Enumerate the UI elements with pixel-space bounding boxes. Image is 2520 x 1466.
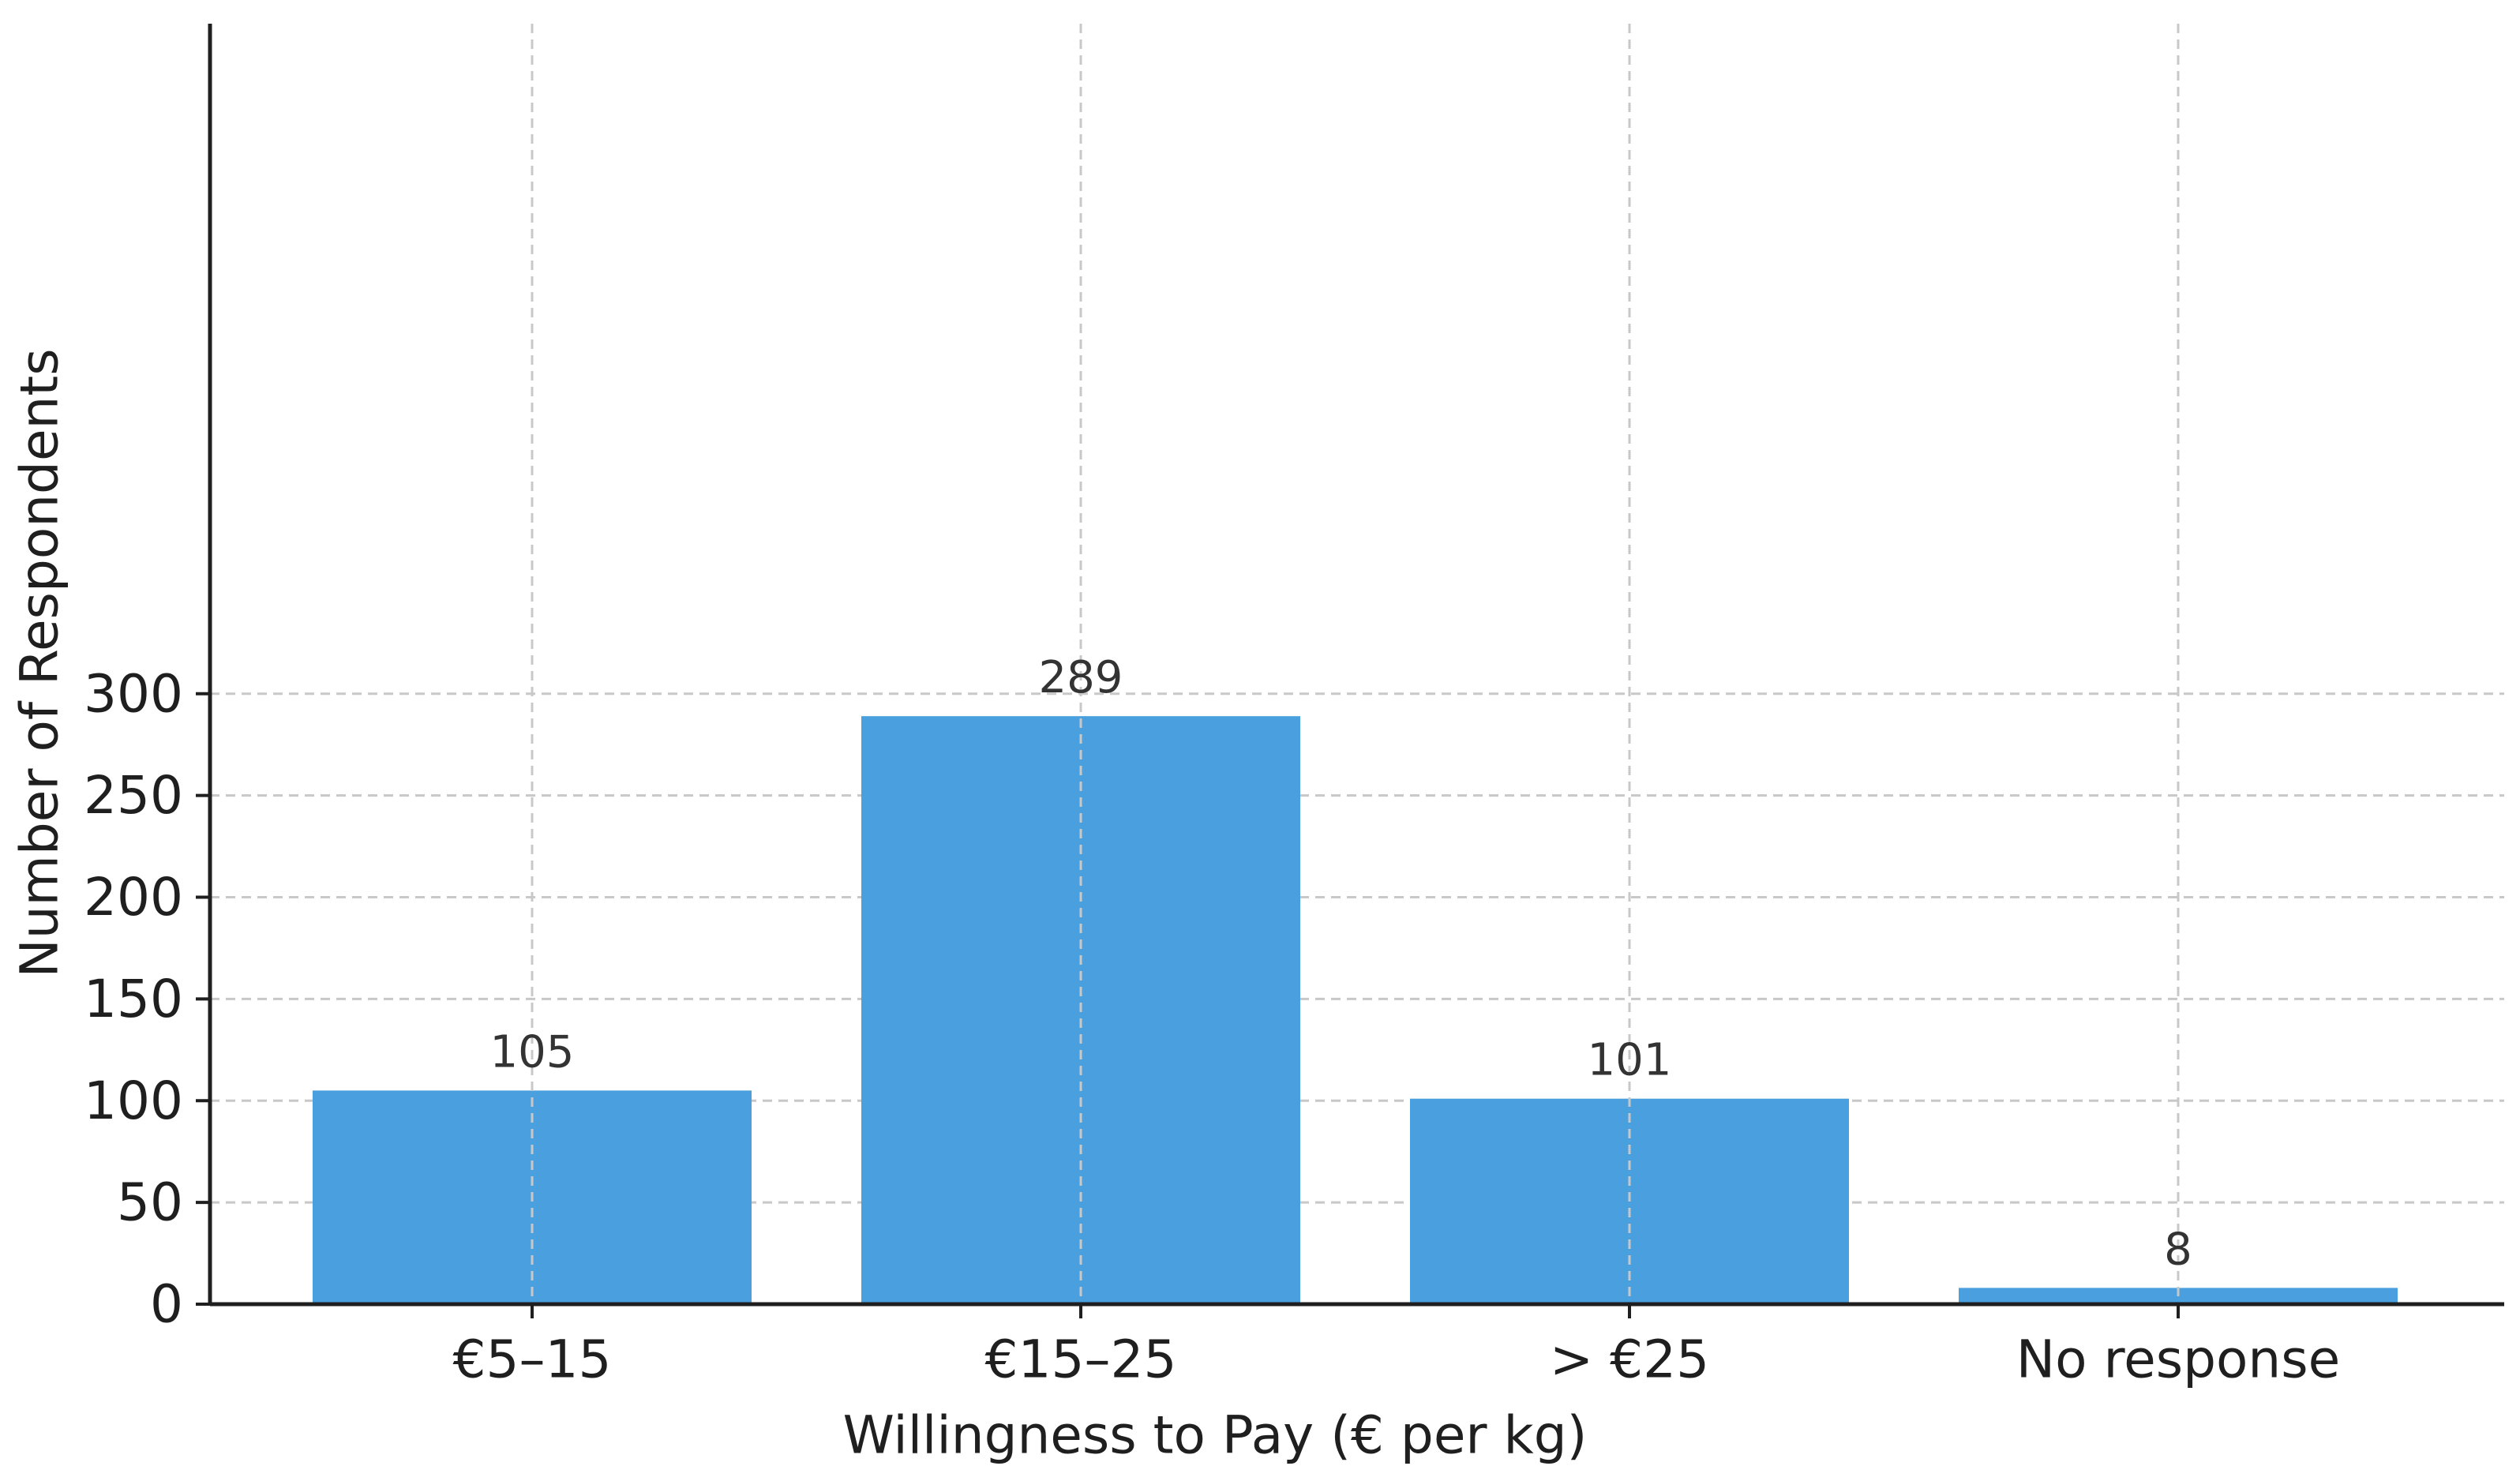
y-tick-label: 100 (84, 1070, 183, 1131)
y-tick-label: 0 (150, 1274, 183, 1335)
y-tick-label: 200 (84, 867, 183, 928)
data-label: 105 (490, 1026, 575, 1078)
bars (313, 24, 2398, 1304)
x-tick-label: No response (2016, 1329, 2341, 1390)
x-tick-label: > €25 (1550, 1329, 1709, 1390)
tick-labels: 0 50 100 150 200 250 300 €5–15 €15–25 > €25 No res… (84, 652, 2340, 1389)
data-label: 8 (2164, 1224, 2192, 1275)
y-tick-label: 250 (84, 765, 183, 826)
x-tick-label: €15–25 (985, 1329, 1177, 1390)
data-label: 101 (1588, 1035, 1672, 1086)
y-tick-label: 50 (117, 1172, 183, 1233)
y-tick-label: 300 (84, 663, 183, 724)
y-axis-title: Number of Respondents (9, 348, 70, 977)
data-label: 289 (1039, 652, 1123, 703)
x-tick-label: €5–15 (453, 1329, 612, 1390)
y-tick-label: 150 (84, 969, 183, 1029)
axes (196, 24, 2504, 1318)
x-axis-title: Willingness to Pay (€ per kg) (843, 1405, 1588, 1466)
